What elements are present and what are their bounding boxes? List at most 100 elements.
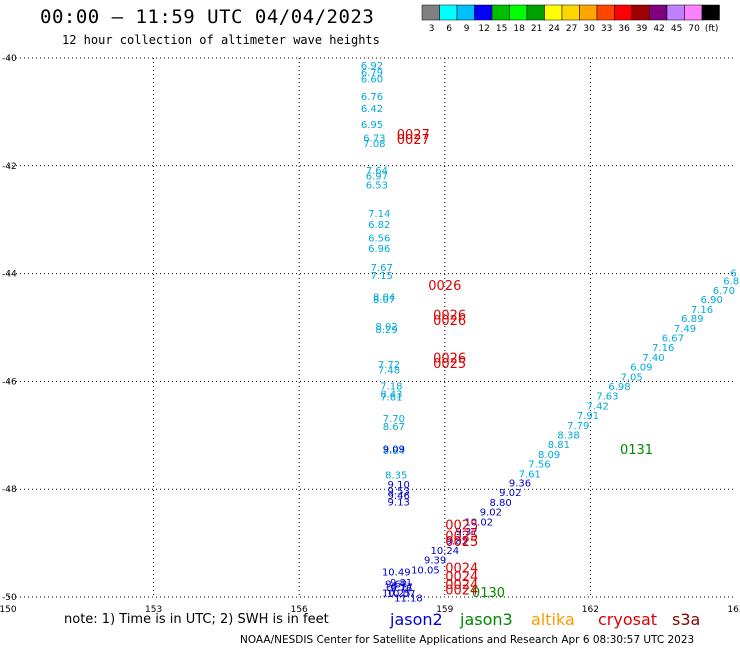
swh-label: 6.67 (662, 334, 684, 345)
swh-label: 9.10 (388, 480, 410, 491)
colorbar-swatch (579, 4, 598, 21)
swh-label: 10.24 (430, 546, 459, 557)
swh-label: 6.97 (366, 171, 388, 182)
swh-label: 9.09 (383, 445, 405, 456)
note-text: note: 1) Time is in UTC; 2) SWH is in fe… (64, 612, 329, 627)
swh-label: 6.70 (713, 286, 735, 297)
time-label: 0027 (397, 128, 430, 143)
colorbar-label: 24 (548, 24, 560, 34)
colorbar-swatch (561, 4, 580, 21)
swh-label: 7.42 (587, 401, 609, 412)
swh-label: 6.98 (608, 382, 630, 393)
grid (8, 57, 736, 598)
time-label: 0024 (445, 562, 478, 577)
colorbar-swatch (666, 4, 685, 21)
swh-label: 10.49 (382, 567, 411, 578)
y-tick-label: -48 (2, 485, 17, 495)
satellite-legend-jason3: jason3 (460, 610, 513, 629)
x-tick-label: 150 (0, 605, 17, 615)
colorbar-swatch (684, 4, 703, 21)
axes: 150 153 156 159 162 165 -40 -42 -44 -46 -48 -50 (0, 54, 740, 615)
swh-label: 7.05 (621, 372, 643, 383)
swh-label: 9.02 (480, 508, 502, 519)
x-tick-label: 156 (291, 605, 308, 615)
swh-label: 8.38 (557, 431, 579, 442)
satellite-legend-jason2: jason2 (390, 610, 443, 629)
colorbar-label: 18 (513, 24, 525, 34)
swh-label: 7.70 (383, 414, 405, 425)
chart-subtitle: 12 hour collection of altimeter wave hei… (62, 33, 380, 47)
swh-label: 7.79 (567, 421, 589, 432)
swh-label: 7.08 (363, 139, 385, 150)
colorbar-label: 12 (478, 24, 489, 34)
swh-label: 8.84 (383, 446, 405, 457)
swh-label: 7.67 (371, 263, 393, 274)
colorbar-swatch (526, 4, 545, 21)
colorbar-swatch (649, 4, 668, 21)
colorbar-label: 39 (636, 24, 648, 34)
satellite-legend-cryosat: cryosat (598, 610, 658, 629)
colorbar-swatch (439, 4, 458, 21)
time-label: 0131 (620, 443, 653, 458)
time-label: 0024 (445, 583, 478, 598)
swh-label: 7.63 (596, 392, 618, 403)
y-tick-label: -40 (2, 54, 17, 64)
colorbar-label: 9 (464, 24, 470, 34)
swh-label: 9.76 (390, 584, 412, 595)
swh-label: 6.73 (363, 134, 385, 145)
colorbar-swatch (474, 4, 493, 21)
colorbar-label: 27 (566, 24, 577, 34)
y-tick-label: -46 (2, 377, 17, 387)
swh-label: 9.63 (385, 579, 407, 590)
swh-label: 8.29 (375, 325, 397, 336)
swh-label: 7.14 (368, 209, 390, 220)
colorbar-swatch (491, 4, 510, 21)
y-tick-label: -42 (2, 162, 17, 172)
time-label: 0024 (445, 570, 478, 585)
swh-label: 8.43 (380, 390, 402, 401)
swh-label: 7.61 (380, 392, 402, 403)
swh-label: 8.09 (538, 450, 560, 461)
time-label: 0026 (428, 279, 461, 294)
swh-label: 7.72 (378, 360, 400, 371)
time-label: 0025 (445, 529, 478, 544)
swh-label: 7.40 (642, 353, 664, 364)
swh-label: 8.67 (383, 422, 405, 433)
x-tick-label: 162 (582, 605, 599, 615)
swh-label: 7.64 (366, 166, 388, 177)
swh-label: 6.56 (368, 233, 390, 244)
time-label: 0027 (397, 133, 430, 148)
time-label: 0024 (445, 578, 478, 593)
colorbar-label: 45 (671, 24, 682, 34)
y-tick-label: -44 (2, 270, 17, 280)
colorbar-swatch (701, 4, 720, 21)
swh-label: 10.05 (411, 565, 440, 576)
colorbar-label: 36 (618, 24, 630, 34)
swh-label: 7.16 (691, 305, 713, 316)
swh-label: 9.02 (499, 488, 521, 499)
swh-label: 8.02 (375, 322, 397, 333)
swh-label: 10.02 (464, 517, 493, 528)
swh-label: 6.09 (630, 363, 652, 374)
colorbar-swatch (544, 4, 563, 21)
y-tick-label: -50 (2, 593, 17, 603)
swh-label: 6 (730, 268, 736, 279)
time-label: 0026 (433, 314, 466, 329)
swh-label: 7.61 (519, 469, 541, 480)
swh-label: 6.42 (361, 104, 383, 115)
colorbar-label: 3 (429, 24, 435, 34)
swh-label: 11.18 (394, 593, 423, 604)
swh-label: 9.36 (509, 479, 531, 490)
swh-label: 8.80 (489, 498, 511, 509)
swh-label: 7.91 (577, 411, 599, 422)
colorbar-swatch (456, 4, 475, 21)
swh-label: 6.95 (361, 120, 383, 131)
x-tick-label: 159 (436, 605, 453, 615)
satellite-legend-s3a: s3a (672, 610, 701, 629)
time-label: 0026 (433, 352, 466, 367)
time-label: 0025 (445, 535, 478, 550)
swh-label: 9.46 (388, 491, 410, 502)
swh-label: 9.39 (424, 556, 446, 567)
chart-title: 00:00 – 11:59 UTC 04/04/2023 (40, 6, 375, 28)
